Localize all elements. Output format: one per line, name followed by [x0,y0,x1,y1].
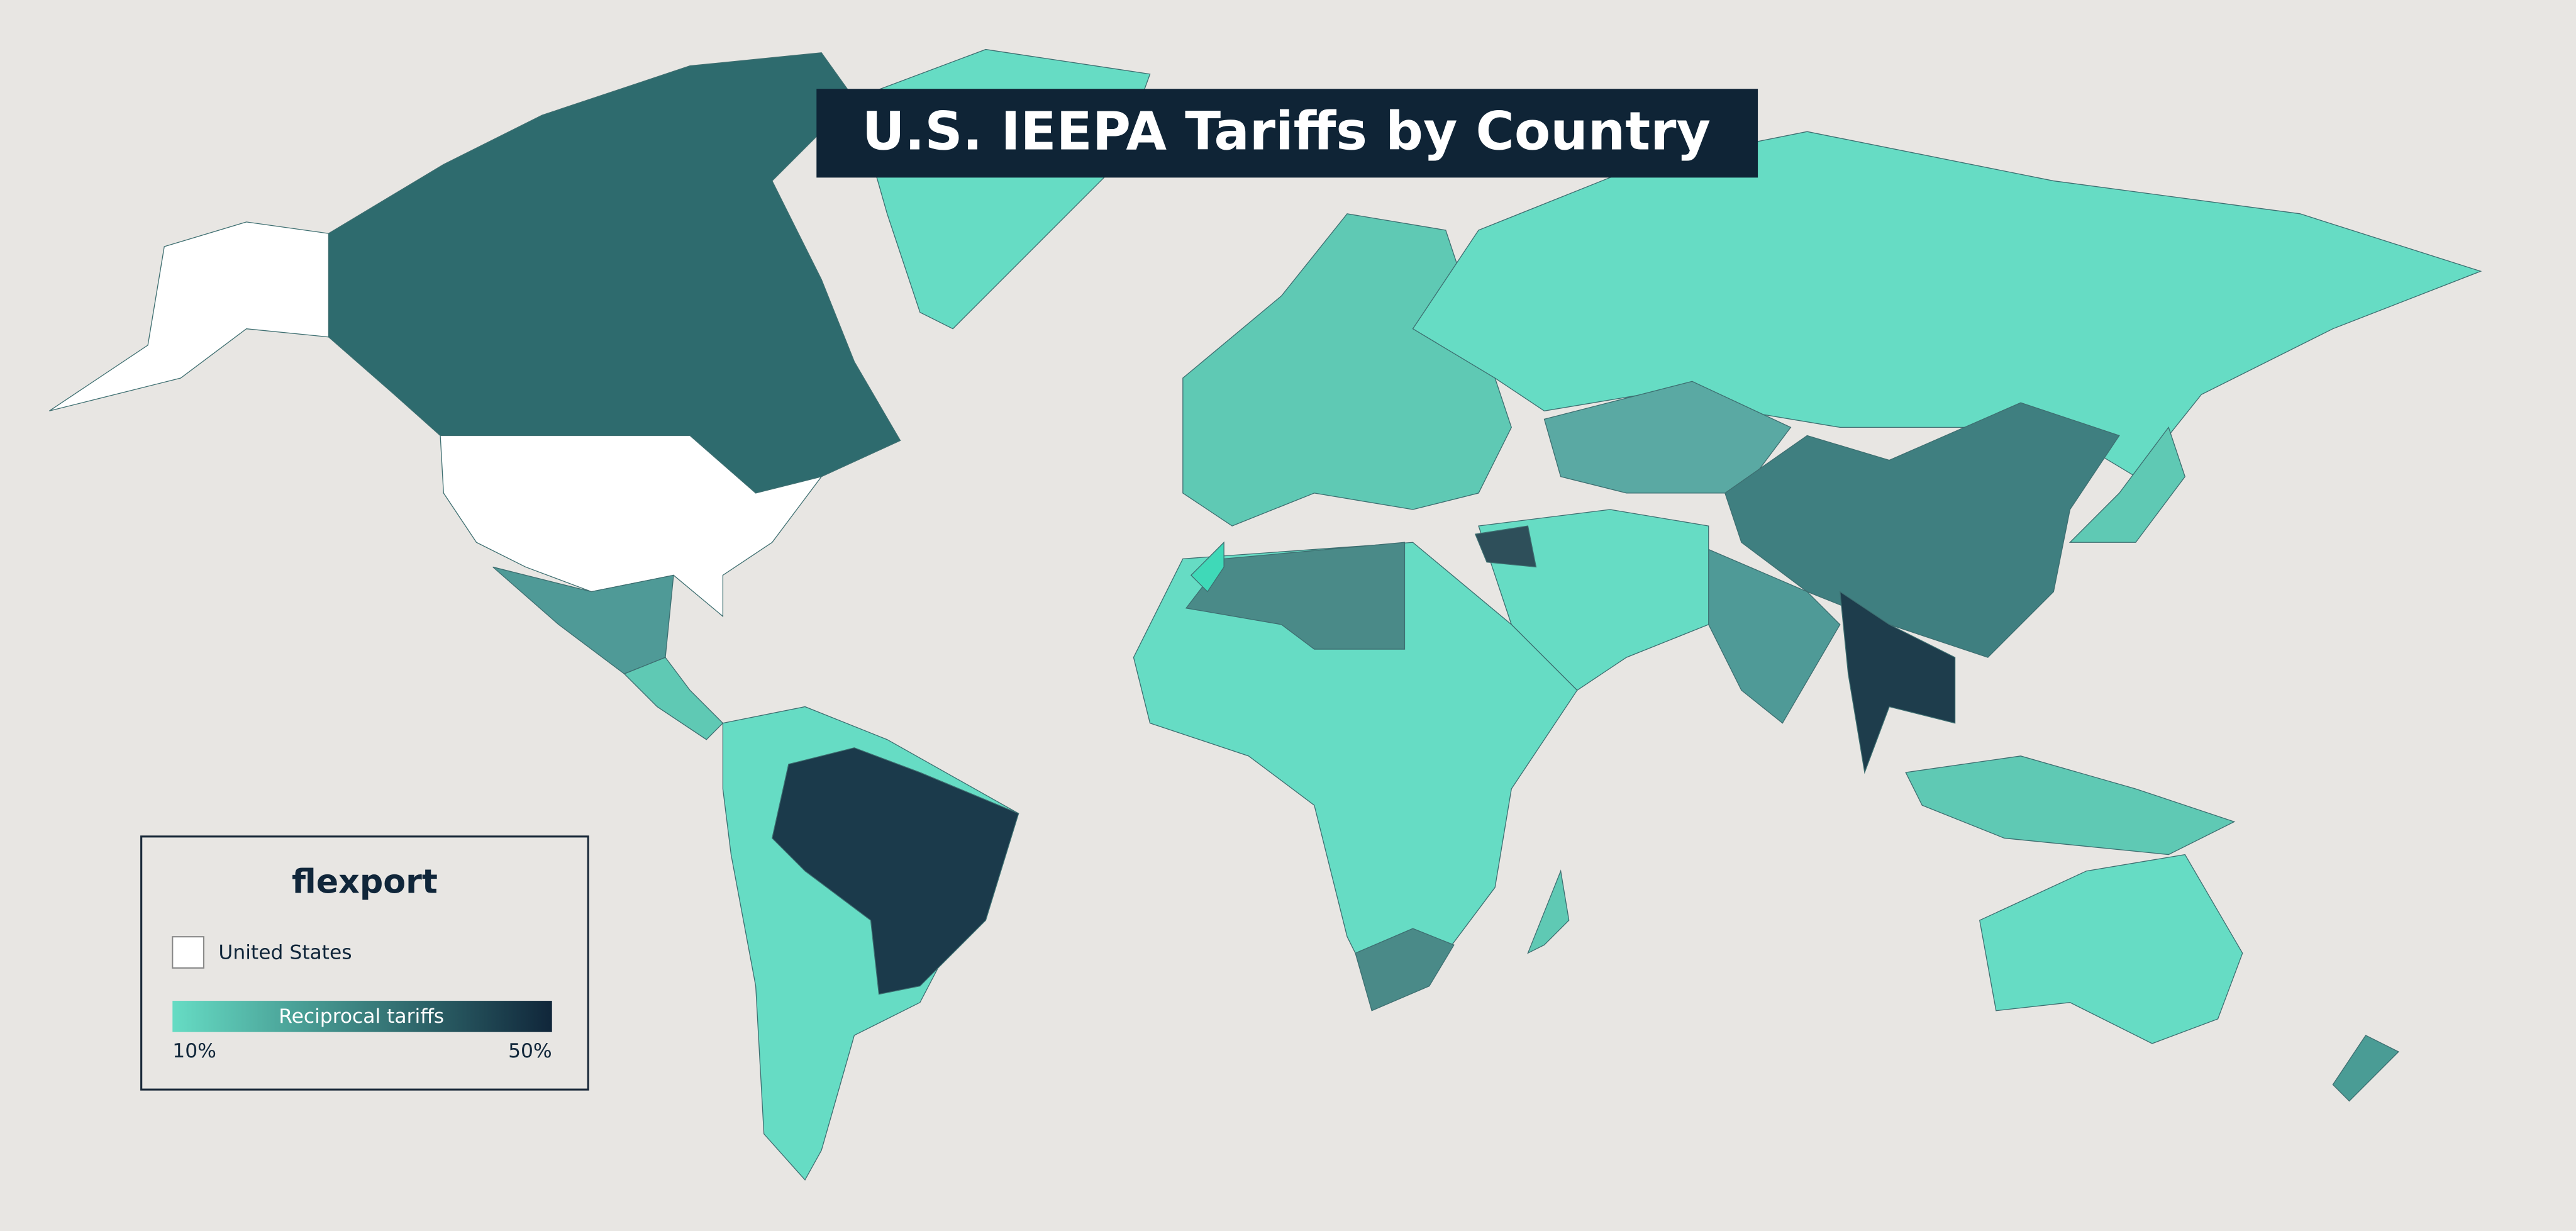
united-states [440,435,823,618]
indonesia [1905,755,2236,855]
legend-label: United States [218,941,352,964]
syria-iraq [1474,525,1537,568]
brazil [772,747,1019,995]
southeast-asia [1839,591,1956,774]
title-box [816,89,1758,178]
alaska [49,221,330,411]
title: U.S. IEEPA Tariffs by Country [862,100,1711,162]
legend-scale-label: Reciprocal tariffs [279,1005,444,1028]
australia [1979,854,2243,1044]
legend-box [140,835,589,1091]
south-africa [1355,928,1455,1011]
legend: flexport United States Reciprocal tariff… [140,835,589,1091]
europe [1182,213,1512,526]
canada [328,52,901,494]
japan [2068,426,2186,543]
legend-swatch [172,936,204,969]
china [1724,402,2120,658]
legend-max: 50% [508,1040,552,1062]
legend-min: 10% [172,1040,216,1062]
new-zealand [2332,1035,2399,1102]
madagascar [1527,869,1570,954]
legend-gradient [172,1001,552,1032]
legend-brand: flexport [292,864,438,901]
north-africa [1185,542,1406,650]
morocco [1190,541,1224,593]
